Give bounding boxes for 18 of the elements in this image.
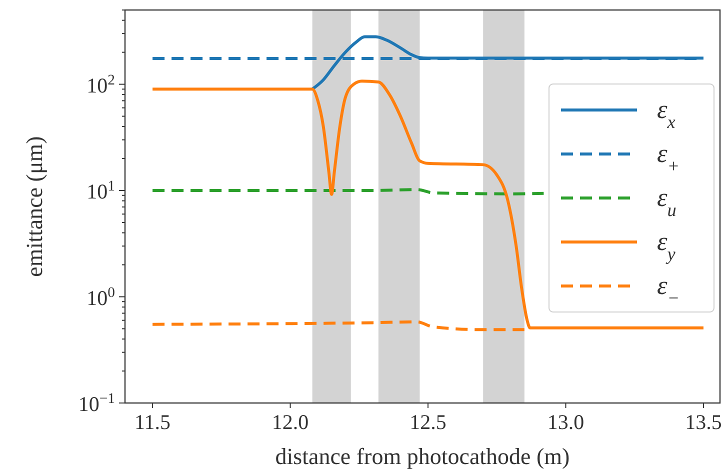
y-tick-label: 10$^{0}$ bbox=[86, 284, 115, 310]
x-tick-label: 12.0 bbox=[272, 410, 309, 434]
line-series bbox=[151, 80, 705, 330]
x-tick-label: 11.5 bbox=[134, 410, 171, 434]
legend-label: ε$_{+}$ bbox=[657, 139, 680, 176]
y-tick-label: 10$^{2}$ bbox=[86, 72, 115, 98]
x-tick-label: 13.0 bbox=[547, 410, 584, 434]
x-tick-label: 13.5 bbox=[685, 410, 722, 434]
y-axis-title: emittance (μm) bbox=[22, 136, 47, 277]
legend-label: ε$_{u}$ bbox=[657, 183, 676, 220]
line-series bbox=[151, 320, 526, 332]
x-tick-label: 12.5 bbox=[410, 410, 446, 434]
y-tick-label: 10$^{−1}$ bbox=[78, 391, 115, 416]
legend-label: ε$_{x}$ bbox=[657, 95, 676, 132]
y-tick-label: 10$^{1}$ bbox=[86, 178, 115, 204]
legend-label: ε$_{−}$ bbox=[657, 271, 680, 308]
legend-label: ε$_{y}$ bbox=[657, 227, 676, 264]
x-axis-title: distance from photocathode (m) bbox=[275, 444, 570, 469]
